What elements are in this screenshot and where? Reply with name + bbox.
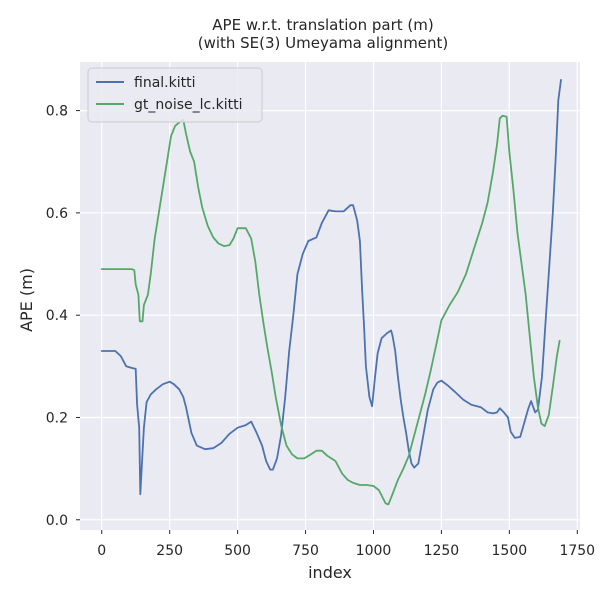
y-axis-ticks: 0.0 0.2 0.4 0.6 0.8 bbox=[46, 104, 80, 529]
x-tick-label: 1000 bbox=[356, 543, 392, 559]
y-axis-label: APE (m) bbox=[17, 268, 36, 332]
y-tick-label: 0.8 bbox=[46, 104, 68, 120]
x-axis-label: index bbox=[308, 563, 352, 582]
chart-title-line: APE w.r.t. translation part (m) bbox=[212, 16, 433, 34]
y-tick-label: 0.2 bbox=[46, 410, 68, 426]
x-tick-label: 1750 bbox=[559, 543, 595, 559]
x-axis-ticks: 0 250 500 750 1000 1250 1500 1750 bbox=[97, 530, 595, 559]
grid-lines bbox=[80, 62, 580, 530]
y-tick-label: 0.4 bbox=[46, 308, 68, 324]
series-line-final-kitti bbox=[100, 79, 562, 496]
legend-entry: gt_noise_lc.kitti bbox=[134, 97, 243, 113]
x-tick-label: 1250 bbox=[424, 543, 460, 559]
series-lines bbox=[100, 79, 562, 506]
series-line-gt-noise-lc-kitti bbox=[100, 114, 561, 506]
x-tick-label: 250 bbox=[156, 543, 183, 559]
legend-box bbox=[87, 67, 263, 123]
legend: final.kitti gt_noise_lc.kitti bbox=[87, 67, 263, 123]
y-tick-label: 0.0 bbox=[46, 513, 68, 529]
plot-area bbox=[80, 62, 580, 530]
x-tick-label: 1500 bbox=[492, 543, 528, 559]
chart-title-line: (with SE(3) Umeyama alignment) bbox=[198, 34, 449, 52]
x-tick-label: 750 bbox=[292, 543, 319, 559]
x-tick-label: 500 bbox=[224, 543, 251, 559]
y-tick-label: 0.6 bbox=[46, 206, 68, 222]
legend-entry: final.kitti bbox=[134, 75, 195, 91]
chart-title: APE w.r.t. translation part (m)(with SE(… bbox=[198, 16, 449, 52]
x-tick-label: 0 bbox=[97, 543, 106, 559]
